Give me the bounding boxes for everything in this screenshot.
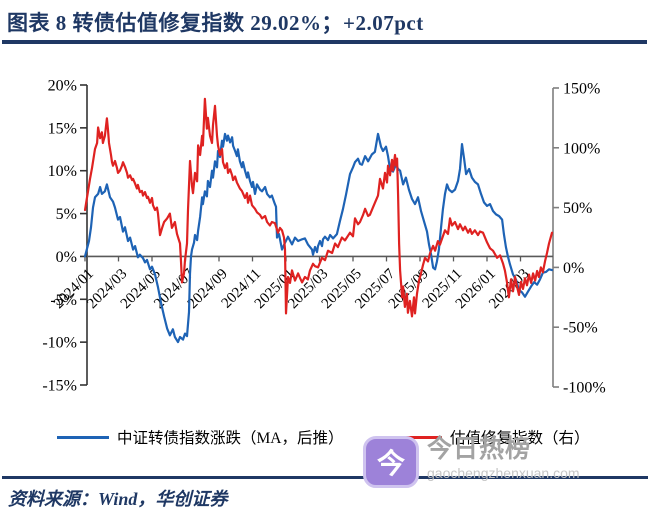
legend-label-csi: 中证转债指数涨跌（MA，后推） (117, 430, 344, 447)
watermark-icon-glyph: 今 (376, 448, 405, 479)
watermark-name: 今日热榜 (427, 435, 532, 463)
svg-text:0%: 0% (563, 260, 584, 277)
svg-text:50%: 50% (563, 200, 592, 217)
legend-item-valuation: 估值修复指数（右） (390, 426, 590, 448)
watermark-texts: 今日热榜 gaochengzhenxuan.com (427, 435, 580, 481)
legend-item-csi: 中证转债指数涨跌（MA，后推） (57, 426, 343, 448)
svg-text:-100%: -100% (563, 380, 606, 397)
source-note: 资料来源：Wind，华创证券 (8, 489, 228, 509)
footer-rule (2, 476, 648, 479)
svg-text:100%: 100% (563, 140, 600, 157)
series-line-0 (83, 132, 554, 344)
svg-text:5%: 5% (56, 206, 77, 223)
legend: 中证转债指数涨跌（MA，后推） 估值修复指数（右） (0, 422, 660, 447)
legend-line-blue (57, 435, 109, 439)
svg-text:0%: 0% (56, 249, 77, 266)
svg-text:-5%: -5% (50, 292, 77, 309)
title-rule (2, 40, 647, 44)
series-line-1 (83, 97, 554, 318)
legend-line-red (390, 435, 442, 439)
figure-title: 图表 8 转债估值修复指数 29.02%；+2.07pct (7, 11, 424, 35)
watermark: 今 今日热榜 gaochengzhenxuan.com (363, 435, 580, 488)
svg-text:15%: 15% (48, 120, 77, 137)
svg-text:-50%: -50% (563, 320, 598, 337)
svg-text:20%: 20% (48, 78, 77, 95)
dual-axis-line-chart: 20% 15% 10% 5% 0% -5% -10% -15% 150% 100% 50% 0% -50… (42, 78, 606, 397)
watermark-icon: 今 (363, 436, 419, 488)
svg-text:10%: 10% (48, 163, 77, 180)
svg-text:150%: 150% (563, 81, 600, 98)
legend-label-valuation: 估值修复指数（右） (450, 430, 590, 447)
watermark-url: gaochengzhenxuan.com (427, 464, 580, 481)
svg-text:-15%: -15% (42, 378, 77, 395)
svg-text:-10%: -10% (42, 335, 77, 352)
